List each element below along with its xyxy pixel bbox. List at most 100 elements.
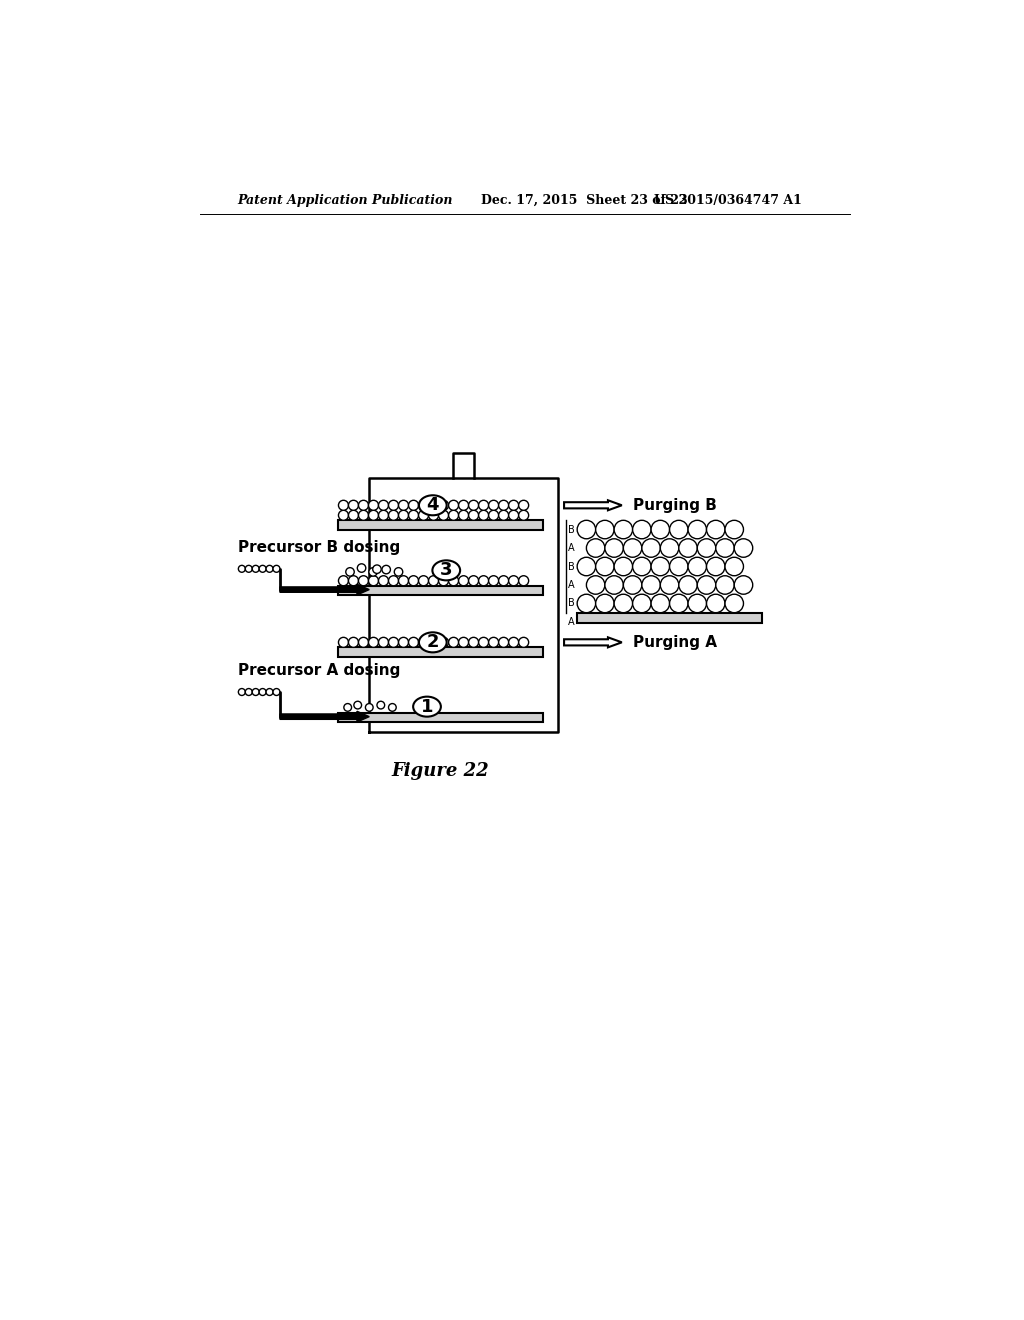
Circle shape xyxy=(725,557,743,576)
Circle shape xyxy=(478,500,488,511)
Text: A: A xyxy=(567,616,574,627)
Circle shape xyxy=(379,638,388,647)
Circle shape xyxy=(578,594,596,612)
Circle shape xyxy=(469,576,478,586)
Circle shape xyxy=(259,689,266,696)
Circle shape xyxy=(246,565,252,573)
Ellipse shape xyxy=(419,632,446,652)
Circle shape xyxy=(339,638,348,647)
Circle shape xyxy=(596,520,614,539)
Circle shape xyxy=(409,576,419,586)
Text: US 2015/0364747 A1: US 2015/0364747 A1 xyxy=(654,194,802,207)
Bar xyxy=(578,612,762,623)
Circle shape xyxy=(266,565,273,573)
Circle shape xyxy=(358,576,369,586)
Circle shape xyxy=(614,557,633,576)
Circle shape xyxy=(670,520,688,539)
Circle shape xyxy=(596,594,614,612)
Circle shape xyxy=(348,500,358,511)
Circle shape xyxy=(379,576,388,586)
Circle shape xyxy=(488,576,499,586)
Circle shape xyxy=(499,638,509,647)
Circle shape xyxy=(518,576,528,586)
Circle shape xyxy=(252,565,259,573)
Circle shape xyxy=(419,638,429,647)
Circle shape xyxy=(697,576,716,594)
Circle shape xyxy=(409,638,419,647)
Text: 2: 2 xyxy=(427,634,439,651)
Text: B: B xyxy=(567,524,574,535)
Circle shape xyxy=(382,565,390,574)
Circle shape xyxy=(366,704,373,711)
Circle shape xyxy=(499,511,509,520)
Circle shape xyxy=(488,638,499,647)
Text: Patent Application Publication: Patent Application Publication xyxy=(237,194,453,207)
Circle shape xyxy=(679,539,697,557)
Text: B: B xyxy=(567,561,574,572)
Text: Precursor A dosing: Precursor A dosing xyxy=(239,663,400,678)
Circle shape xyxy=(725,520,743,539)
FancyArrow shape xyxy=(280,585,370,595)
Circle shape xyxy=(398,638,409,647)
Circle shape xyxy=(725,594,743,612)
Circle shape xyxy=(499,500,509,511)
Ellipse shape xyxy=(413,697,441,717)
Circle shape xyxy=(369,500,379,511)
Circle shape xyxy=(438,500,449,511)
Text: 1: 1 xyxy=(421,698,433,715)
Circle shape xyxy=(344,704,351,711)
Circle shape xyxy=(419,500,429,511)
Circle shape xyxy=(409,511,419,520)
Circle shape xyxy=(679,576,697,594)
Circle shape xyxy=(398,500,409,511)
Circle shape xyxy=(246,689,252,696)
Ellipse shape xyxy=(419,495,446,515)
Circle shape xyxy=(596,557,614,576)
Circle shape xyxy=(633,520,651,539)
FancyArrow shape xyxy=(564,500,622,511)
Circle shape xyxy=(369,511,379,520)
Circle shape xyxy=(379,500,388,511)
FancyArrow shape xyxy=(280,711,370,722)
Circle shape xyxy=(670,557,688,576)
Circle shape xyxy=(509,511,518,520)
Text: Purging B: Purging B xyxy=(634,498,717,512)
Circle shape xyxy=(707,594,725,612)
Circle shape xyxy=(499,576,509,586)
Circle shape xyxy=(449,638,459,647)
Bar xyxy=(339,520,543,529)
Circle shape xyxy=(358,500,369,511)
Circle shape xyxy=(469,638,478,647)
Text: 4: 4 xyxy=(427,496,439,515)
Circle shape xyxy=(369,568,378,576)
Circle shape xyxy=(587,576,605,594)
Circle shape xyxy=(429,500,438,511)
Circle shape xyxy=(438,576,449,586)
Circle shape xyxy=(518,511,528,520)
Circle shape xyxy=(252,689,259,696)
Circle shape xyxy=(478,511,488,520)
Circle shape xyxy=(239,565,246,573)
Text: 3: 3 xyxy=(440,561,453,579)
Circle shape xyxy=(459,500,469,511)
Text: Figure 22: Figure 22 xyxy=(391,762,489,780)
Circle shape xyxy=(734,539,753,557)
Circle shape xyxy=(273,689,280,696)
Circle shape xyxy=(518,638,528,647)
Circle shape xyxy=(459,511,469,520)
FancyArrow shape xyxy=(564,638,622,647)
Circle shape xyxy=(688,520,707,539)
Circle shape xyxy=(605,539,624,557)
Circle shape xyxy=(373,565,381,573)
Circle shape xyxy=(578,520,596,539)
Circle shape xyxy=(369,638,379,647)
Circle shape xyxy=(716,539,734,557)
Circle shape xyxy=(734,576,753,594)
Circle shape xyxy=(587,539,605,557)
Circle shape xyxy=(429,638,438,647)
Circle shape xyxy=(459,576,469,586)
Circle shape xyxy=(339,511,348,520)
Circle shape xyxy=(449,576,459,586)
Circle shape xyxy=(379,511,388,520)
Circle shape xyxy=(346,568,354,576)
